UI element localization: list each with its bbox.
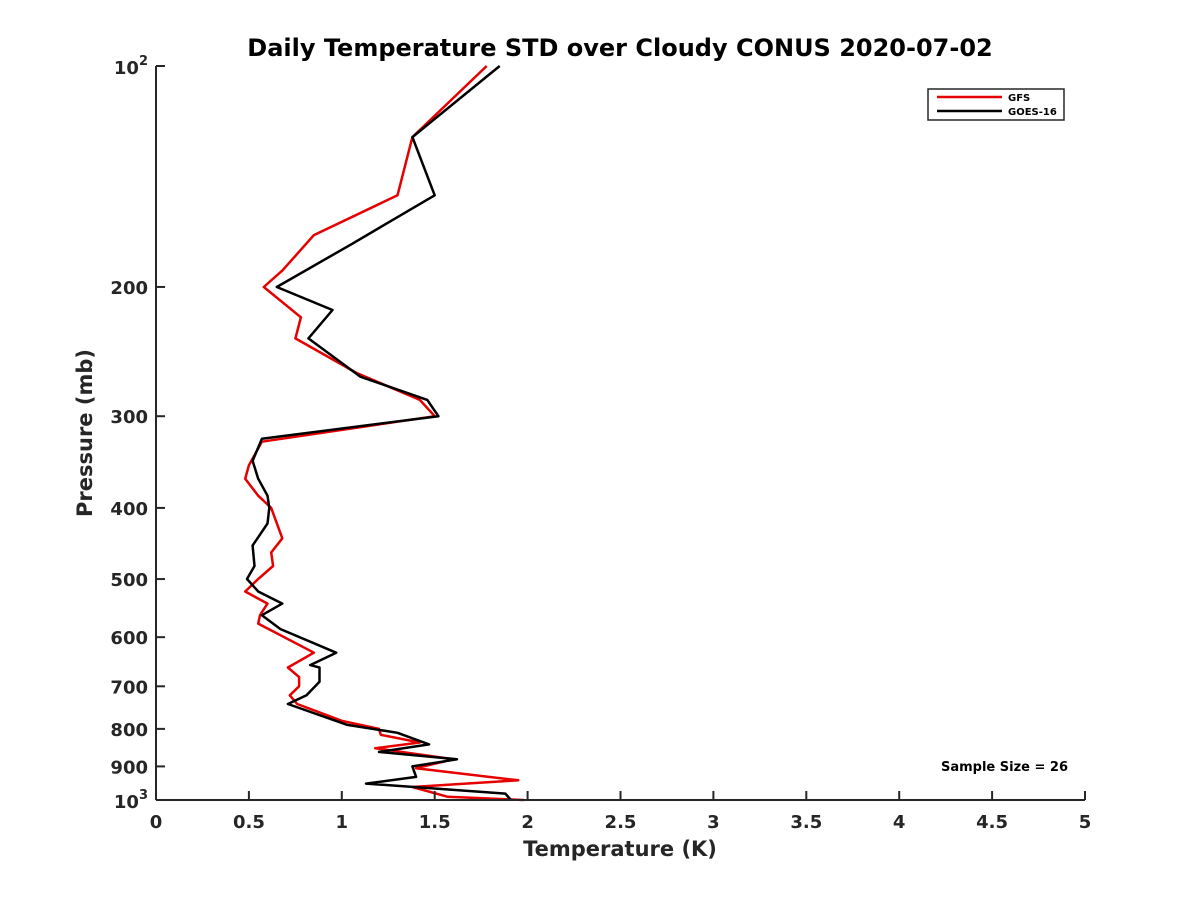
x-tick-label: 0 (150, 812, 163, 833)
y-tick-label: 700 (110, 677, 148, 698)
x-axis-label: Temperature (K) (523, 837, 717, 861)
x-tick-label: 3 (707, 812, 720, 833)
y-tick-label-bottom: 103 (114, 788, 148, 813)
x-tick-label: 4.5 (976, 812, 1008, 833)
y-bottom-exp: 3 (139, 788, 148, 803)
x-tick-label: 2 (521, 812, 534, 833)
plot-area (243, 65, 524, 802)
legend-label-goes16: GOES-16 (1008, 107, 1057, 118)
sample-size-annotation: Sample Size = 26 (941, 760, 1068, 775)
x-tick-label: 1.5 (419, 812, 451, 833)
y-tick-label: 600 (110, 628, 148, 649)
y-tick-label: 400 (110, 499, 148, 520)
y-tick-label: 900 (110, 757, 148, 778)
x-tick-label: 5 (1079, 812, 1092, 833)
x-tick-label: 1 (336, 812, 349, 833)
y-tick-label: 500 (110, 570, 148, 591)
y-top-base: 10 (114, 58, 139, 79)
y-axis-ticks: 200 300 400 500 600 700 800 900 (110, 65, 165, 801)
y-tick-label: 800 (110, 720, 148, 741)
y-tick-label: 300 (110, 407, 148, 428)
legend-label-gfs: GFS (1008, 93, 1030, 104)
y-axis-label: Pressure (mb) (73, 349, 97, 517)
x-tick-label: 3.5 (790, 812, 822, 833)
y-bottom-base: 10 (114, 792, 139, 813)
y-tick-label: 200 (110, 278, 148, 299)
x-tick-label: 4 (893, 812, 906, 833)
series-line-gfs (243, 65, 524, 802)
chart-title: Daily Temperature STD over Cloudy CONUS … (247, 34, 992, 62)
y-tick-label-top: 102 (114, 54, 148, 79)
x-tick-label: 2.5 (605, 812, 637, 833)
x-tick-label: 0.5 (233, 812, 265, 833)
series-line-goes16 (245, 65, 512, 801)
x-axis-ticks: 0 0.5 1 1.5 2 2.5 3 3.5 4 4.5 5 (150, 791, 1092, 833)
y-top-exp: 2 (139, 54, 148, 69)
legend: GFS GOES-16 (927, 88, 1065, 121)
legend-box (927, 88, 1065, 121)
